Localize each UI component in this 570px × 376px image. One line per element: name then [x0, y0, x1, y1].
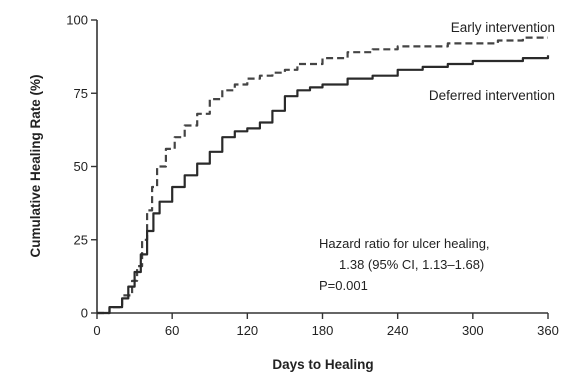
annotation-line-2: 1.38 (95% CI, 1.13–1.68)	[339, 257, 484, 272]
y-tick-label: 50	[74, 159, 88, 174]
x-axis-title: Days to Healing	[272, 357, 373, 372]
y-axis-title: Cumulative Healing Rate (%)	[28, 74, 43, 257]
x-tick-label: 300	[462, 323, 484, 338]
series-label-deferred: Deferred intervention	[429, 88, 555, 103]
annotation-line-1: Hazard ratio for ulcer healing,	[319, 236, 490, 251]
x-tick-label: 360	[537, 323, 559, 338]
y-tick-label: 100	[66, 13, 88, 28]
series-label-early: Early intervention	[451, 20, 555, 35]
y-axis-ticks: 0 25 50 75 100	[66, 13, 97, 321]
series-line-early-intervention	[97, 36, 548, 315]
series-line-deferred-intervention	[97, 55, 550, 315]
y-tick-label: 75	[74, 86, 88, 101]
x-tick-label: 0	[93, 323, 100, 338]
x-tick-label: 180	[312, 323, 334, 338]
annotation-line-3: P=0.001	[319, 278, 368, 293]
y-tick-label: 0	[81, 306, 88, 321]
y-tick-label: 25	[74, 232, 88, 247]
x-tick-label: 120	[236, 323, 258, 338]
series-layer	[97, 36, 550, 315]
x-tick-label: 60	[165, 323, 179, 338]
x-tick-label: 240	[387, 323, 409, 338]
x-axis-ticks: 0 60 120 180 240 300 360	[93, 313, 559, 338]
